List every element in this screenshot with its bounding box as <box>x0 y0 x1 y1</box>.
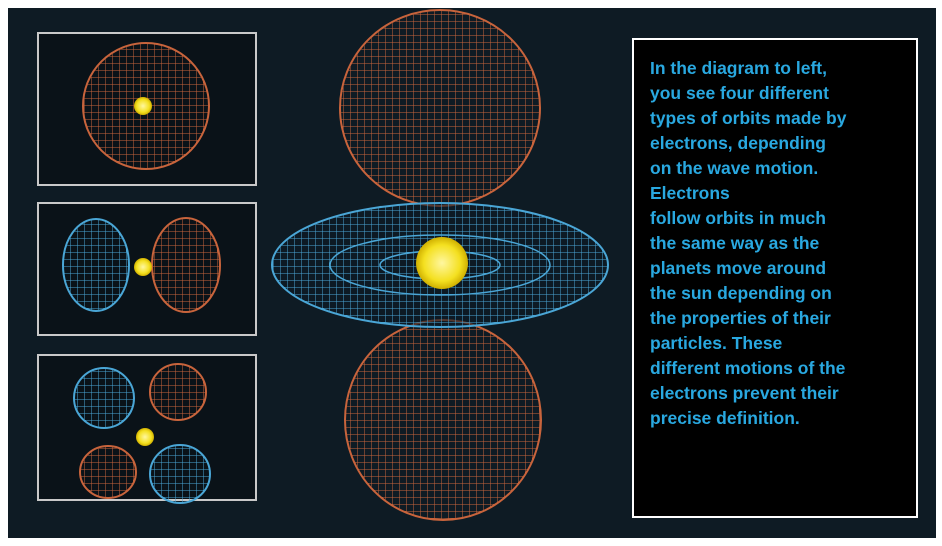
panel-2 <box>37 202 257 336</box>
text-line: precise definition. <box>650 408 800 428</box>
text-line: follow orbits in much <box>650 208 826 228</box>
central-orbital <box>271 9 609 521</box>
text-line: particles. These <box>650 333 783 353</box>
text-line: you see four different <box>650 83 829 103</box>
text-line: planets move around <box>650 258 827 278</box>
text-line: different motions of the <box>650 358 846 378</box>
panel-3 <box>37 354 257 504</box>
text-box: In the diagram to left, you see four diff… <box>632 38 918 518</box>
text-line: electrons, depending <box>650 133 826 153</box>
text-line: In the diagram to left, <box>650 58 827 78</box>
text-line: the sun depending on <box>650 283 832 303</box>
text-line: electrons prevent their <box>650 383 839 403</box>
text-line: types of orbits made by <box>650 108 847 128</box>
panel-1 <box>37 32 257 186</box>
text-line: the same way as the <box>650 233 820 253</box>
text-line: the properties of their <box>650 308 831 328</box>
text-line: on the wave motion. <box>650 158 819 178</box>
text-line: Electrons <box>650 183 730 203</box>
